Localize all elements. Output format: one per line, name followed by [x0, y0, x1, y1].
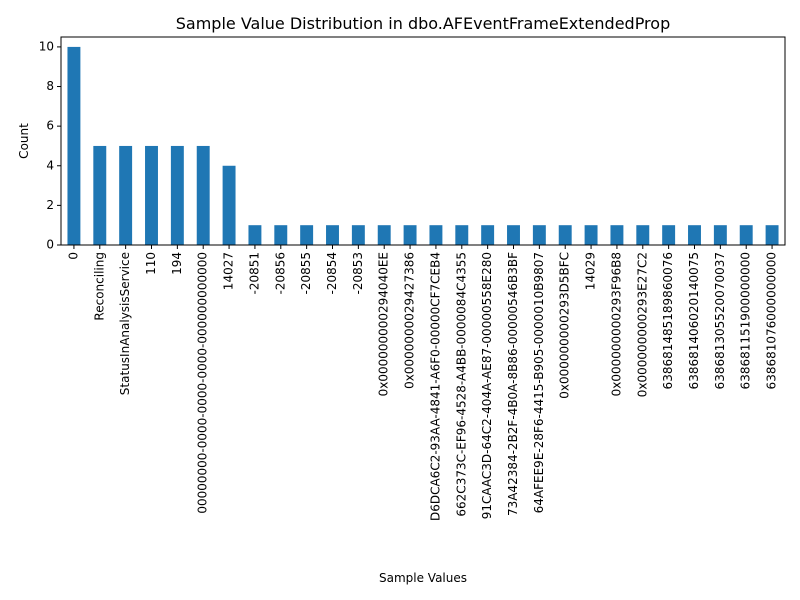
x-tick-label: 110 — [144, 252, 158, 275]
x-tick-label: 638681406020140075 — [687, 252, 701, 389]
x-tick-label: -20855 — [299, 252, 313, 295]
bar — [507, 225, 520, 245]
bar — [688, 225, 701, 245]
x-tick-label: 638681076000000000 — [765, 252, 779, 389]
x-tick-label: 662C373C-EF96-4528-A4BB-0000084C4355 — [454, 252, 468, 517]
y-axis: 0 2 4 6 8 10 — [39, 39, 61, 252]
x-tick-label: StatusInAnalysisService — [118, 252, 132, 395]
bar — [610, 225, 624, 245]
bar — [713, 225, 727, 245]
x-tick-label: 91CAAC3D-64C2-404A-AE87-00000558E280 — [480, 252, 494, 519]
x-axis: 0 Reconciling StatusInAnalysisService 110 19… — [66, 245, 779, 521]
bar — [403, 225, 417, 245]
x-tick-label: 14027 — [222, 252, 236, 290]
x-tick-label: 73A42384-2B2F-4B0A-8B86-00000546B3BF — [506, 252, 520, 516]
bar — [765, 225, 779, 245]
bar — [377, 225, 391, 245]
bar — [429, 225, 443, 245]
bar — [326, 225, 339, 245]
bar — [739, 225, 753, 245]
bar — [662, 225, 676, 245]
bar — [636, 225, 650, 245]
bar — [145, 145, 158, 245]
x-tick-label: 638681151900000000 — [739, 252, 753, 389]
x-tick-label: 638681485189860076 — [661, 252, 675, 389]
bar — [558, 225, 572, 245]
x-axis-label: Sample Values — [379, 571, 467, 585]
bar — [93, 145, 107, 245]
y-tick-label: 2 — [46, 198, 54, 212]
bar — [481, 225, 495, 245]
x-tick-label: 194 — [170, 252, 184, 275]
y-tick-label: 10 — [39, 39, 54, 53]
bar — [196, 145, 210, 245]
x-tick-label: -20854 — [325, 252, 339, 295]
bar — [300, 225, 314, 245]
axes-frame — [60, 36, 786, 246]
y-tick-label: 8 — [46, 79, 54, 93]
x-tick-label: 0x000000000294040EE — [377, 252, 391, 396]
x-tick-label: Reconciling — [92, 252, 106, 321]
y-tick-label: 0 — [46, 238, 54, 252]
x-tick-label: 00000000-0000-0000-0000-000000000000 — [196, 252, 210, 514]
x-tick-label: 0x000000000293D5BFC — [558, 252, 572, 399]
x-tick-label: -20856 — [273, 252, 287, 295]
x-tick-label: 0x000000000293F96B8 — [609, 252, 623, 396]
x-tick-label: 14029 — [584, 252, 598, 290]
y-tick-label: 4 — [46, 158, 54, 172]
x-tick-label: 0x000000000293E27C2 — [635, 252, 649, 397]
x-tick-label: 638681305520070037 — [713, 252, 727, 389]
bar — [248, 225, 262, 245]
x-tick-label: D6DCA6C2-93AA-4841-A6F0-00000CF7CEB4 — [428, 252, 442, 521]
bar — [67, 46, 81, 246]
bar — [532, 225, 546, 245]
x-tick-label: 0 — [66, 252, 80, 260]
bar — [455, 225, 469, 245]
bar — [222, 165, 236, 245]
x-tick-label: 64AFEE9E-28F6-4415-B905-0000010B9807 — [532, 252, 546, 513]
x-tick-label: 0x0000000029427386 — [403, 252, 417, 389]
bar — [584, 225, 598, 245]
y-axis-label: Count — [17, 123, 31, 159]
x-tick-label: -20853 — [351, 252, 365, 295]
plot-area — [67, 46, 779, 246]
chart-title: Sample Value Distribution in dbo.AFEvent… — [176, 14, 670, 33]
bar — [170, 145, 184, 245]
bar — [274, 225, 288, 245]
bar — [351, 225, 365, 245]
y-tick-label: 6 — [46, 119, 54, 133]
bar — [119, 145, 133, 245]
x-tick-label: -20851 — [247, 252, 261, 295]
